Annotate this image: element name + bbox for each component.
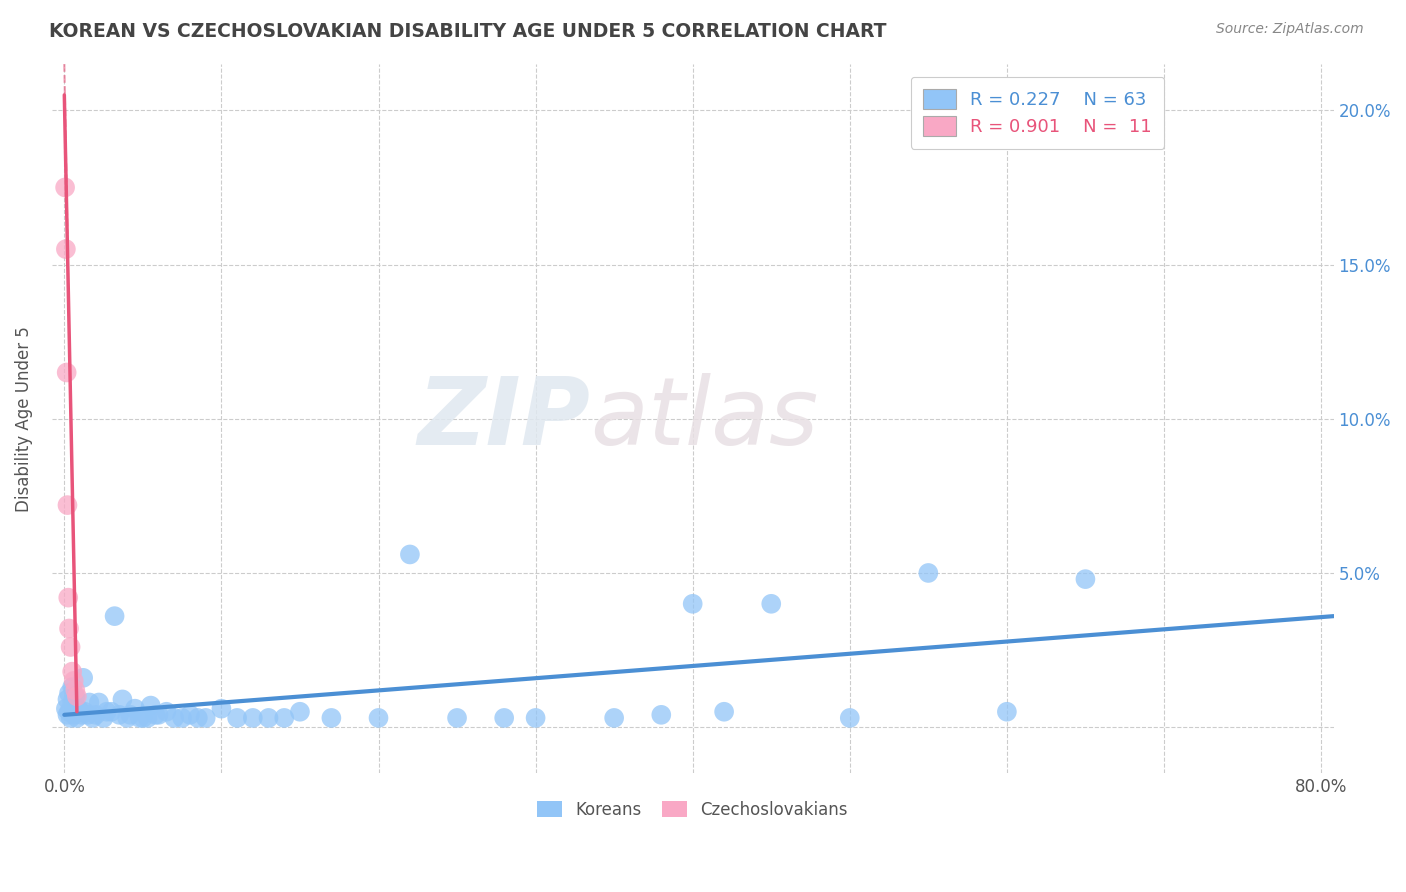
Point: [59, 711, 82, 725]
Point: [56, 707, 79, 722]
Point: [273, 711, 295, 725]
Point: [288, 705, 311, 719]
Point: [321, 711, 343, 725]
Point: [87, 696, 110, 710]
Point: [53, 180, 76, 194]
Point: [524, 711, 547, 725]
Point: [70, 707, 93, 722]
Point: [62, 707, 84, 722]
Point: [77, 707, 100, 722]
Text: ZIP: ZIP: [418, 373, 591, 465]
Point: [65, 683, 87, 698]
Point: [367, 711, 389, 725]
Point: [650, 707, 672, 722]
Point: [1074, 572, 1097, 586]
Text: Source: ZipAtlas.com: Source: ZipAtlas.com: [1216, 22, 1364, 37]
Point: [69, 705, 91, 719]
Point: [58, 622, 80, 636]
Point: [139, 698, 162, 713]
Point: [62, 673, 84, 688]
Point: [56, 498, 79, 512]
Text: atlas: atlas: [591, 373, 818, 464]
Point: [58, 686, 80, 700]
Point: [79, 696, 101, 710]
Point: [100, 705, 122, 719]
Point: [82, 711, 104, 725]
Point: [172, 711, 194, 725]
Point: [163, 711, 186, 725]
Point: [73, 705, 96, 719]
Point: [603, 711, 626, 725]
Point: [145, 707, 167, 722]
Point: [242, 711, 264, 725]
Point: [58, 591, 80, 605]
Point: [257, 711, 280, 725]
Point: [838, 711, 860, 725]
Point: [995, 705, 1018, 719]
Point: [60, 696, 83, 710]
Y-axis label: Disability Age Under 5: Disability Age Under 5: [15, 326, 32, 512]
Point: [103, 609, 125, 624]
Point: [446, 711, 468, 725]
Point: [60, 665, 83, 679]
Point: [148, 707, 170, 722]
Point: [179, 707, 201, 722]
Point: [761, 597, 783, 611]
Point: [55, 366, 77, 380]
Point: [713, 705, 735, 719]
Point: [65, 690, 87, 704]
Point: [194, 711, 217, 725]
Point: [132, 711, 155, 725]
Point: [58, 705, 80, 719]
Point: [128, 711, 150, 725]
Point: [66, 711, 89, 725]
Point: [115, 711, 138, 725]
Point: [209, 701, 232, 715]
Point: [120, 707, 142, 722]
Point: [67, 701, 90, 715]
Point: [124, 701, 146, 715]
Point: [55, 701, 77, 715]
Point: [108, 707, 131, 722]
Point: [155, 705, 177, 719]
Point: [226, 711, 249, 725]
Point: [55, 242, 77, 256]
Point: [72, 671, 94, 685]
Point: [111, 692, 134, 706]
Point: [59, 640, 82, 654]
Legend: Koreans, Czechoslovakians: Koreans, Czechoslovakians: [531, 794, 855, 825]
Point: [136, 711, 159, 725]
Point: [84, 707, 107, 722]
Point: [682, 597, 704, 611]
Point: [60, 680, 83, 694]
Point: [96, 705, 118, 719]
Point: [56, 692, 79, 706]
Point: [494, 711, 516, 725]
Point: [66, 690, 89, 704]
Text: KOREAN VS CZECHOSLOVAKIAN DISABILITY AGE UNDER 5 CORRELATION CHART: KOREAN VS CZECHOSLOVAKIAN DISABILITY AGE…: [49, 22, 887, 41]
Point: [93, 711, 115, 725]
Point: [917, 566, 939, 580]
Point: [187, 711, 209, 725]
Point: [399, 548, 422, 562]
